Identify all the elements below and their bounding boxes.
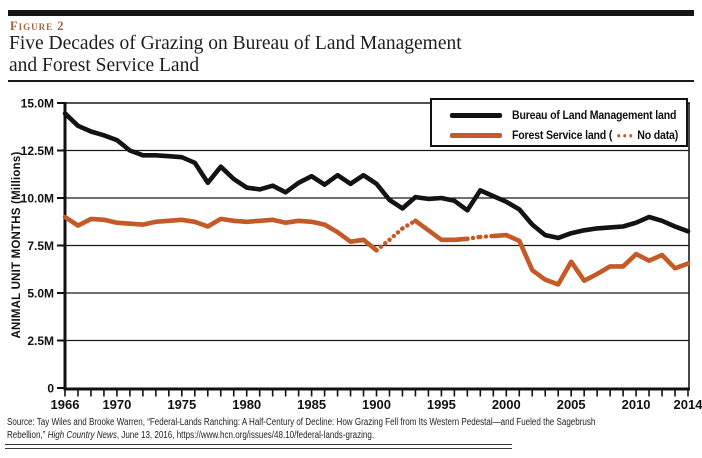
legend: Bureau of Land Management land Forest Se… xyxy=(430,98,688,147)
chart-area: 15.0M 12.5M 10.0M 7.5M 5.0M 2.5M 0 1966 1970 1975… xyxy=(0,95,702,415)
figure-label: Figure 2 xyxy=(10,19,65,33)
source-line2-pre: Rebellion,” xyxy=(7,429,48,441)
legend-label-fs: Forest Service land (●●● No data) xyxy=(512,128,678,142)
blm-line xyxy=(62,111,691,241)
x-tick-label: 2000 xyxy=(492,397,521,412)
source-line2-post: , June 13, 2016, https://www.hcn.org/iss… xyxy=(116,429,375,441)
x-tick-label: 1966 xyxy=(51,397,80,412)
legend-item-fs: Forest Service land (●●● No data) xyxy=(450,125,686,145)
legend-label-fs-post: No data) xyxy=(637,128,679,142)
top-bar xyxy=(8,10,694,16)
fs-line xyxy=(62,214,691,287)
legend-item-blm: Bureau of Land Management land xyxy=(450,105,686,125)
y-tick-label: 2.5M xyxy=(27,334,54,348)
bottom-double-rule xyxy=(5,444,512,449)
y-axis-label: ANIMAL UNIT MONTHS (Millions) xyxy=(11,151,23,339)
x-tick-label: 1985 xyxy=(297,397,326,412)
chart-title-line1: Five Decades of Grazing on Bureau of Lan… xyxy=(9,33,462,54)
source-publication: High Country News xyxy=(47,429,117,441)
no-data-dots: ●●● xyxy=(616,131,635,140)
x-tick-label: 1900 xyxy=(362,397,391,412)
y-tick-label: 5.0M xyxy=(27,287,54,301)
source-line1: Source: Tay Wiles and Brooke Warren, “Fe… xyxy=(7,417,596,428)
x-tick-label: 1970 xyxy=(102,397,131,412)
blm-line-swatch xyxy=(450,112,502,118)
y-tick-label: 12.5M xyxy=(21,144,54,158)
y-tick-label: 0 xyxy=(47,382,54,396)
source-citation: Source: Tay Wiles and Brooke Warren, “Fe… xyxy=(7,417,702,443)
x-tick-label: 1995 xyxy=(427,397,456,412)
fs-line-swatch xyxy=(450,132,502,138)
x-tick-label: 1980 xyxy=(232,397,261,412)
y-tick-label: 15.0M xyxy=(21,97,54,111)
title-divider xyxy=(8,80,694,82)
chart-title-line2: and Forest Service Land xyxy=(9,54,200,76)
x-tick-label: 1975 xyxy=(167,397,196,412)
x-tick-label: 2010 xyxy=(622,397,651,412)
legend-label-fs-pre: Forest Service land ( xyxy=(512,128,613,142)
y-tick-label: 7.5M xyxy=(27,239,54,253)
fs-line-no-data xyxy=(374,218,496,253)
x-tick-label: 2005 xyxy=(557,397,586,412)
x-tick-label: 2014 xyxy=(674,397,702,412)
legend-label-blm: Bureau of Land Management land xyxy=(512,108,677,122)
y-tick-label: 10.0M xyxy=(21,192,54,206)
chart-title: Five Decades of Grazing on Bureau of Lan… xyxy=(9,33,462,76)
